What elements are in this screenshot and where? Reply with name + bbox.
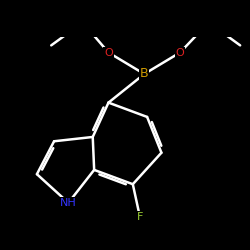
Text: O: O <box>104 48 113 58</box>
Text: F: F <box>137 212 143 222</box>
Text: NH: NH <box>60 198 77 208</box>
Text: O: O <box>176 48 184 58</box>
Text: B: B <box>140 68 148 80</box>
